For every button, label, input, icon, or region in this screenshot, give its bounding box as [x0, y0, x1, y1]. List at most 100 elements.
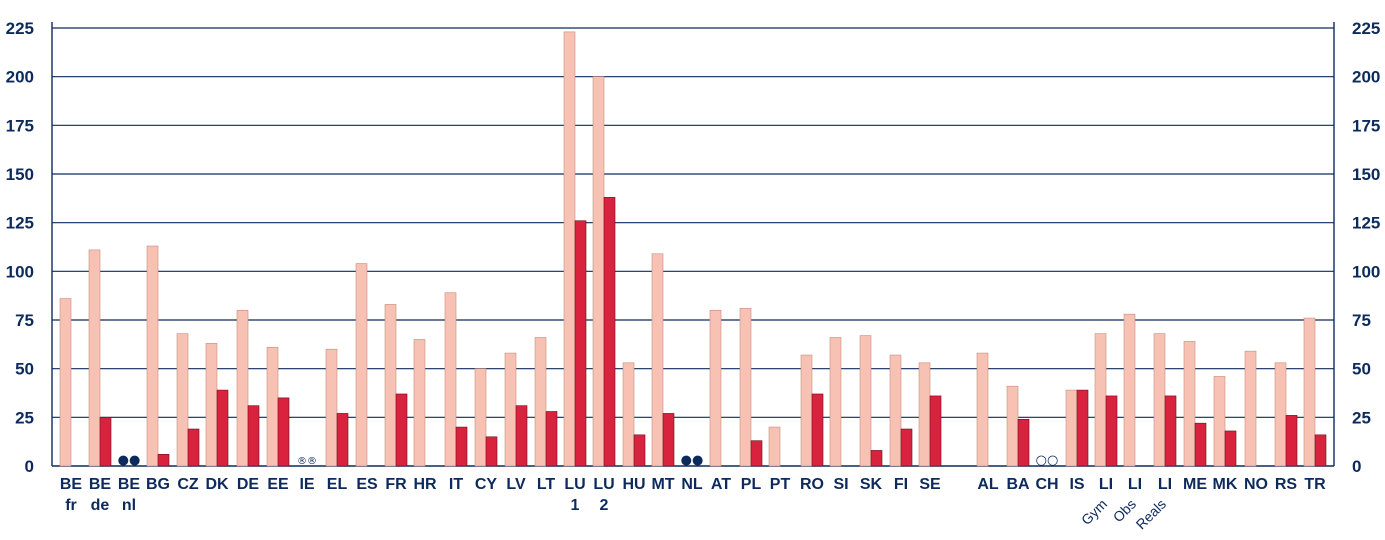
bar-dark	[1224, 430, 1237, 467]
x-category-label: BA	[1006, 476, 1030, 493]
bar-light	[1123, 313, 1136, 467]
x-category-label: CH	[1035, 476, 1058, 493]
bar-light	[739, 308, 752, 467]
y-tick-label-left: 25	[15, 408, 34, 427]
x-category-label: IT	[449, 476, 463, 493]
bar-dark	[1105, 395, 1118, 467]
bar-light	[622, 362, 635, 467]
missing-data-marker: ●●	[681, 453, 704, 468]
y-axis-right: 0 25 50 75 100 125 150 175 200 225	[1352, 19, 1380, 476]
bar-dark	[633, 434, 646, 467]
bar-light	[800, 354, 813, 467]
x-category-label: NL	[681, 476, 703, 493]
missing-data-marker: ●●	[118, 453, 141, 468]
bar-light	[59, 298, 72, 467]
x-category-label: EL	[327, 476, 348, 493]
bar-dark	[1314, 434, 1327, 467]
bar-light	[534, 337, 547, 467]
bar-dark	[216, 389, 229, 467]
bar-light	[474, 368, 487, 467]
bar-dark	[750, 440, 763, 467]
x-category-label: NO	[1244, 476, 1268, 493]
bar-dark	[603, 197, 616, 467]
bar-dark	[662, 413, 675, 467]
y-tick-label-left: 225	[6, 19, 34, 38]
x-category-label: PL	[741, 476, 762, 493]
x-category-label: ME	[1183, 476, 1207, 493]
x-category-label: BE	[118, 476, 141, 493]
bar-light	[889, 354, 902, 467]
bar-light	[1303, 317, 1316, 467]
x-category-label: IS	[1069, 476, 1084, 493]
bar-dark	[870, 450, 883, 467]
y-axis-left: 0 25 50 75 100 125 150 175 200 225	[6, 19, 34, 476]
x-category-sublabel: Reals	[1132, 496, 1169, 533]
x-category-label: LI	[1128, 476, 1142, 493]
bar-light	[1183, 341, 1196, 467]
bar-light	[325, 348, 338, 467]
y-tick-label-right: 25	[1352, 408, 1371, 427]
y-tick-label-right: 175	[1352, 116, 1380, 135]
bar-series	[59, 31, 1327, 467]
x-category-label: CZ	[177, 476, 199, 493]
bar-dark	[395, 393, 408, 467]
y-tick-label-right: 125	[1352, 214, 1380, 233]
x-category-sublabel: 2	[600, 497, 609, 514]
bar-light	[563, 31, 576, 467]
bar-dark	[900, 428, 913, 467]
bar-light	[355, 263, 368, 467]
x-category-label: TR	[1304, 476, 1326, 493]
bar-dark	[1285, 415, 1298, 467]
bar-light	[859, 335, 872, 467]
missing-data-markers: ●● ®® ●● ○○	[118, 453, 1059, 468]
x-category-label: LU	[593, 476, 614, 493]
bar-light	[592, 76, 605, 467]
bar-light	[918, 362, 931, 467]
bar-dark	[1164, 395, 1177, 467]
bar-light	[176, 333, 189, 467]
x-category-sublabel: Gym	[1078, 496, 1110, 528]
bar-light	[768, 426, 781, 467]
y-tick-label-left: 150	[6, 165, 34, 184]
x-category-label: MT	[651, 476, 674, 493]
bar-dark	[929, 395, 942, 467]
bar-dark	[1194, 422, 1207, 467]
bar-light	[236, 309, 249, 467]
bar-light	[651, 253, 664, 467]
x-category-label: PT	[770, 476, 791, 493]
x-category-label: SK	[860, 476, 883, 493]
x-category-sublabel: nl	[122, 497, 136, 514]
bar-light	[1244, 350, 1257, 467]
y-tick-label-left: 100	[6, 262, 34, 281]
bar-light	[1213, 376, 1226, 467]
x-category-label: LI	[1158, 476, 1172, 493]
x-category-label: LU	[564, 476, 585, 493]
y-tick-label-right: 50	[1352, 360, 1371, 379]
x-category-label: RO	[800, 476, 824, 493]
bar-light	[504, 352, 517, 467]
x-axis-labels: BE fr BE de BE nl BG CZ DK DE EE IE EL ES FR HR IT CY LV LT…	[60, 476, 1326, 532]
missing-data-marker: ®®	[297, 456, 317, 467]
bar-light	[413, 339, 426, 467]
x-category-label: LT	[537, 476, 556, 493]
bar-light	[444, 292, 457, 467]
x-category-label: LV	[506, 476, 526, 493]
bar-dark	[1017, 418, 1030, 467]
bar-dark	[157, 454, 170, 467]
bar-light	[1094, 333, 1107, 467]
bar-dark	[811, 393, 824, 467]
bar-light	[205, 343, 218, 467]
x-category-sublabel: fr	[65, 497, 77, 514]
x-category-label: BG	[146, 476, 170, 493]
y-tick-label-left: 0	[25, 457, 34, 476]
bar-dark	[455, 426, 468, 467]
x-category-label: RS	[1275, 476, 1298, 493]
bar-light	[88, 249, 101, 467]
y-tick-label-left: 175	[6, 116, 34, 135]
y-tick-label-left: 75	[15, 311, 34, 330]
x-category-label: BE	[89, 476, 112, 493]
bar-light	[1153, 333, 1166, 467]
y-tick-label-right: 200	[1352, 68, 1380, 87]
x-category-label: SE	[919, 476, 941, 493]
bar-light	[976, 352, 989, 467]
